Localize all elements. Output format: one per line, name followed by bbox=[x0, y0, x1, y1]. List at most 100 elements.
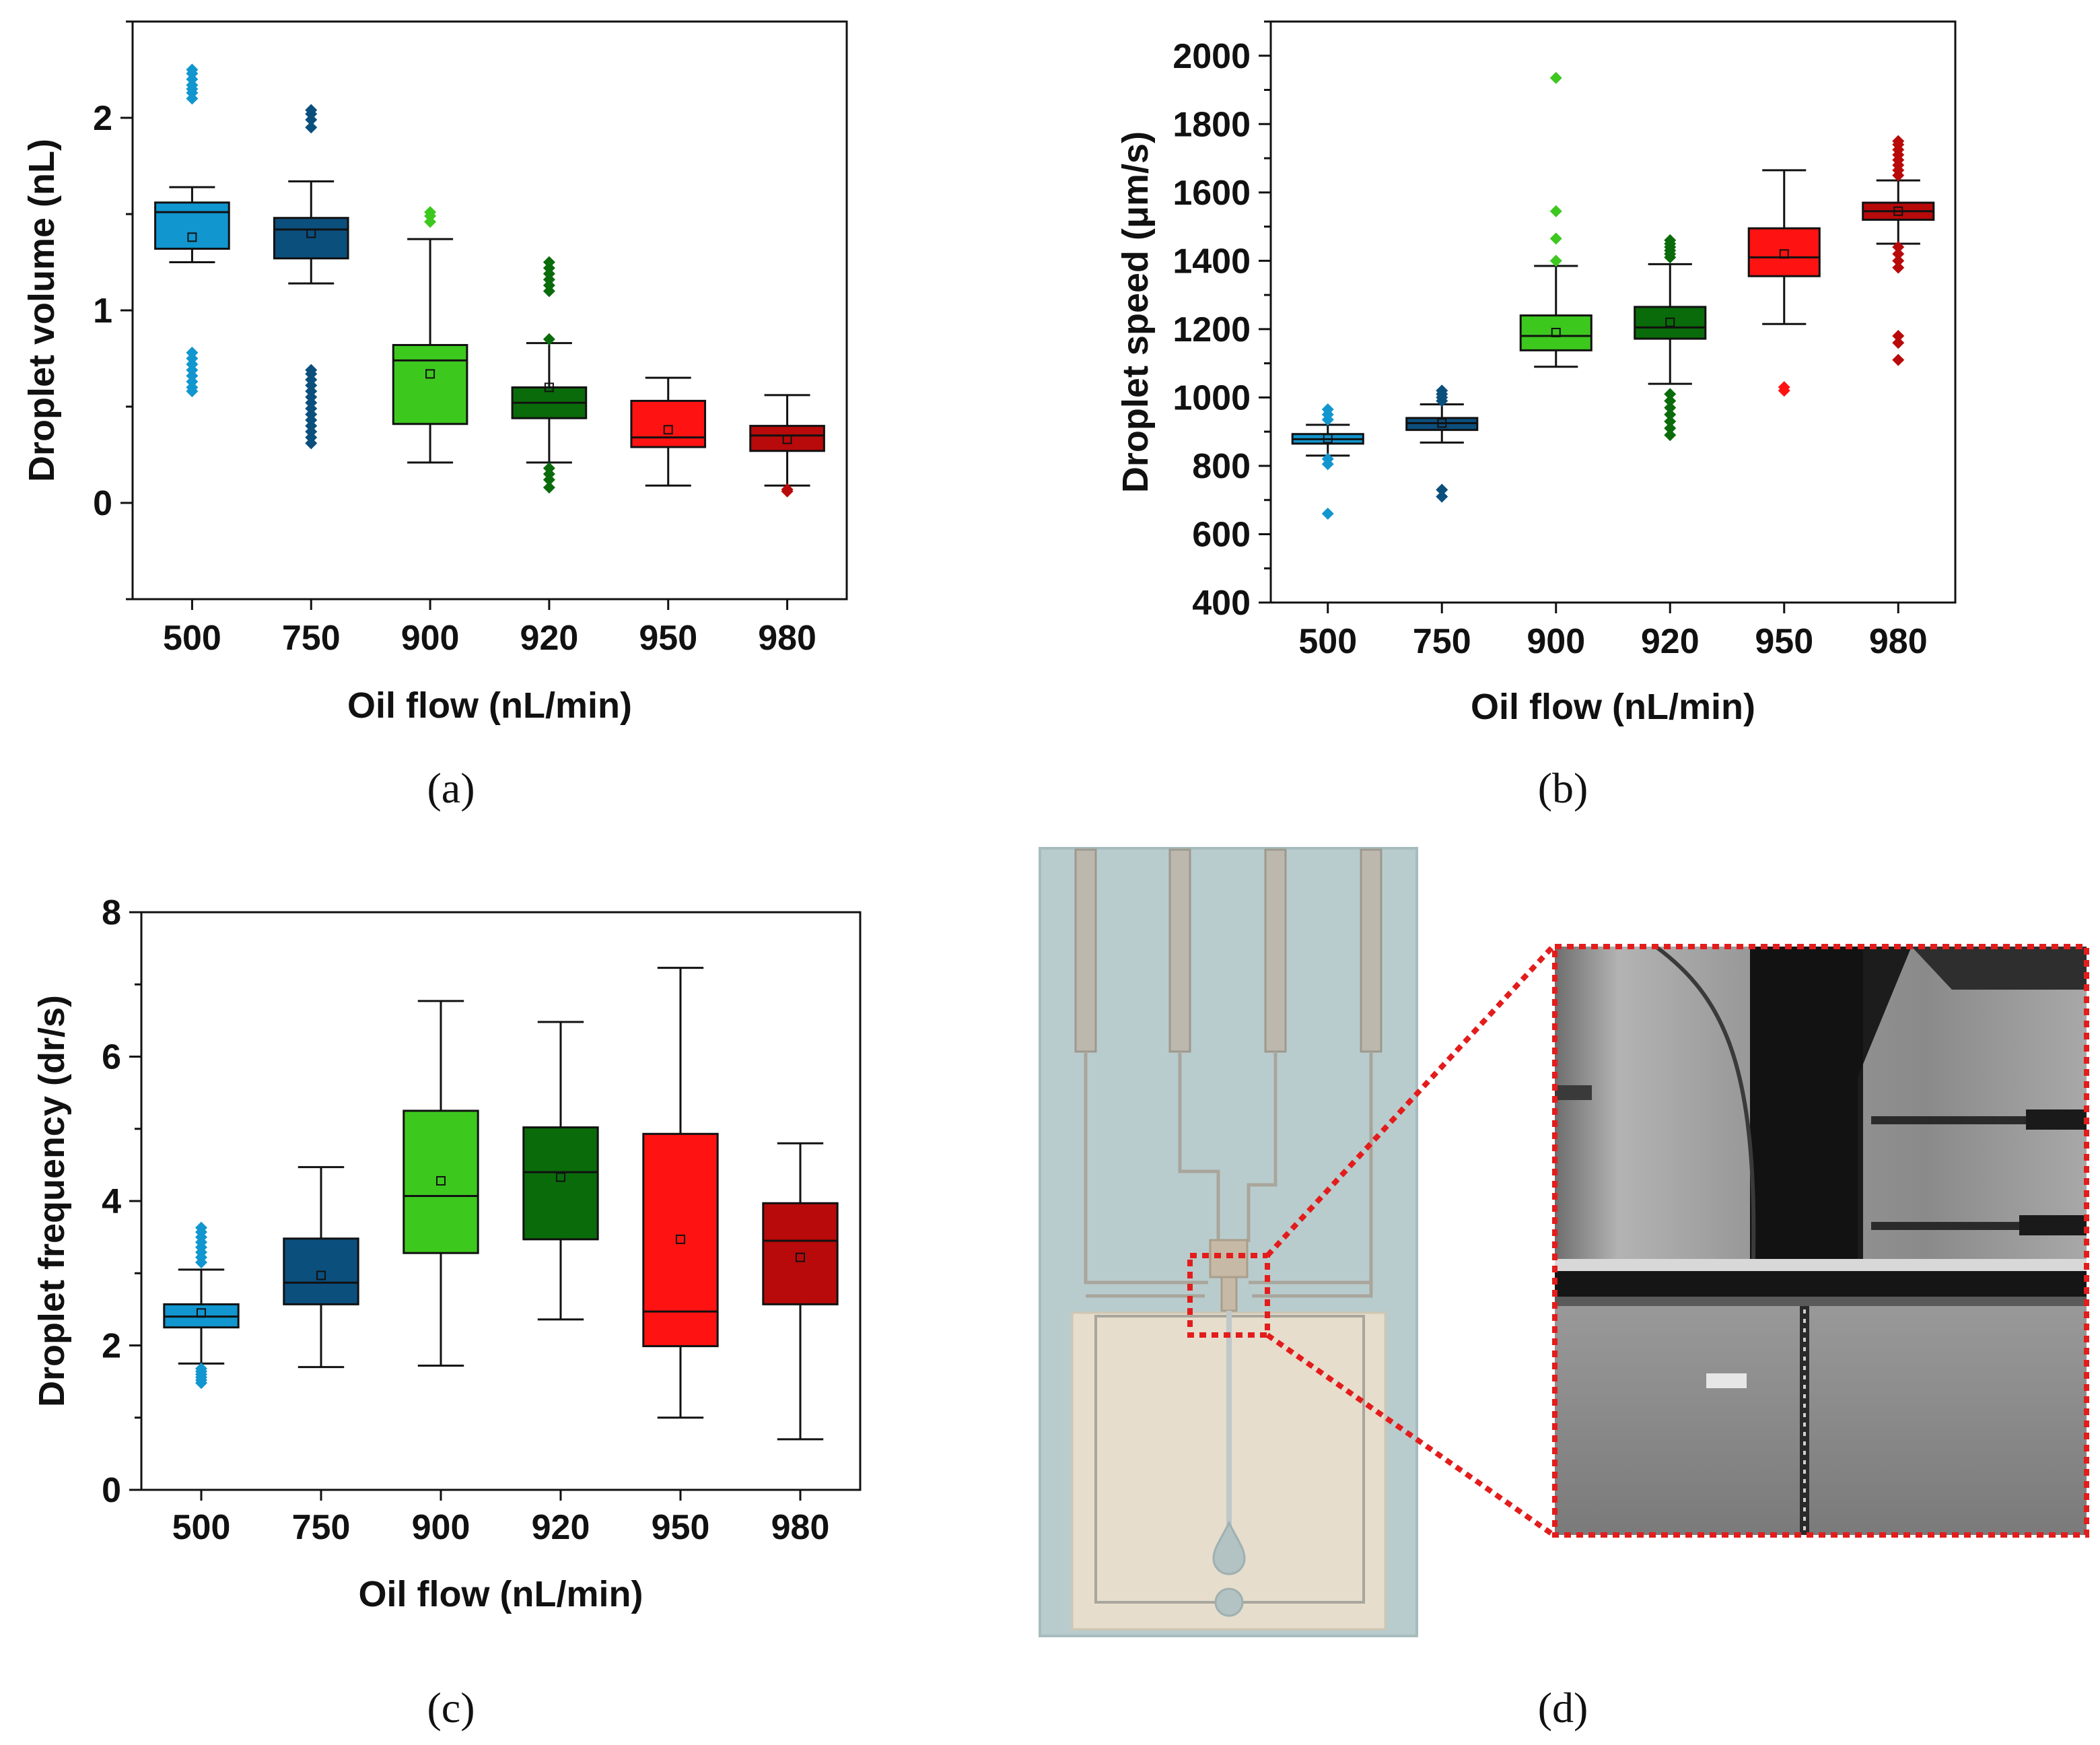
mean-marker bbox=[544, 382, 554, 392]
x-tick-label: 750 bbox=[1413, 622, 1471, 661]
box-900 bbox=[403, 1000, 479, 1367]
x-tick-label: 980 bbox=[758, 619, 816, 658]
x-tick-label: 500 bbox=[163, 619, 221, 658]
plot-frame bbox=[1269, 20, 1957, 604]
mean-marker bbox=[1437, 418, 1447, 428]
outlier-point bbox=[195, 1221, 207, 1234]
x-tick-label: 920 bbox=[1641, 622, 1700, 661]
outlier-point bbox=[1892, 353, 1905, 366]
chart-droplet-frequency: 0 2 4 6 8 500 750 900 920 950 980 Oil flow (nL/min)… bbox=[32, 893, 862, 1614]
mean-marker bbox=[1323, 434, 1333, 444]
x-axis-label: Oil flow (nL/min) bbox=[1471, 687, 1755, 727]
photo-channel bbox=[1555, 1271, 2087, 1297]
outlier-point bbox=[186, 63, 199, 76]
y-tick-label: 8 bbox=[102, 893, 121, 932]
electrode-pad-3 bbox=[1264, 848, 1287, 1053]
microfluidic-chip-schematic bbox=[1039, 847, 1418, 1637]
x-tick-label: 950 bbox=[652, 1508, 710, 1547]
photo-electrode-right-2-tip bbox=[2019, 1215, 2087, 1235]
microscope-photo bbox=[1552, 944, 2089, 1538]
mean-marker bbox=[197, 1308, 206, 1318]
panel-label-d: (d) bbox=[1538, 1684, 1588, 1732]
box-920 bbox=[511, 256, 588, 494]
junction-neck bbox=[1220, 1276, 1238, 1312]
outlier-point bbox=[1321, 452, 1334, 465]
photo-lower-region bbox=[1555, 1282, 2087, 1535]
y-axis-label: Droplet speed (μm/s) bbox=[1115, 131, 1156, 493]
panel-label-a: (a) bbox=[427, 764, 475, 812]
droplet-reservoir bbox=[1212, 1520, 1246, 1575]
box-920 bbox=[522, 1021, 599, 1321]
outlier-point bbox=[1664, 395, 1677, 407]
box-500 bbox=[163, 1221, 240, 1390]
electrode-pad-4 bbox=[1360, 848, 1382, 1053]
iqr-box bbox=[630, 399, 707, 448]
panel-label-b: (b) bbox=[1538, 764, 1588, 812]
y-tick-label: 1 bbox=[93, 292, 112, 331]
x-tick-label: 950 bbox=[1755, 622, 1813, 661]
x-tick-label: 750 bbox=[282, 619, 341, 658]
box-900 bbox=[392, 206, 468, 464]
zoom-callout bbox=[1187, 944, 1555, 1538]
outlier-point bbox=[1321, 508, 1334, 520]
outlier-point bbox=[542, 462, 555, 475]
box-900 bbox=[1519, 71, 1593, 368]
iqr-box bbox=[403, 1109, 479, 1254]
iqr-box bbox=[392, 343, 468, 425]
mean-marker bbox=[676, 1234, 685, 1244]
x-tick-label: 900 bbox=[412, 1508, 470, 1547]
outlier-point bbox=[305, 121, 318, 134]
iqr-box bbox=[1747, 227, 1821, 277]
box-980 bbox=[762, 1142, 839, 1441]
outlier-point bbox=[195, 1362, 207, 1375]
outlier-point bbox=[1549, 71, 1562, 84]
x-tick-label: 500 bbox=[1298, 622, 1357, 661]
mean-marker bbox=[425, 369, 435, 379]
electrode-pad-2 bbox=[1168, 848, 1191, 1053]
outlier-point bbox=[305, 104, 318, 116]
y-axis-label: Droplet volume (nL) bbox=[22, 139, 62, 482]
y-tick-label: 1800 bbox=[1172, 105, 1251, 144]
outlier-point bbox=[1892, 248, 1905, 261]
y-tick-label: 600 bbox=[1192, 515, 1251, 554]
photo-channel-bottom bbox=[1555, 1297, 2087, 1306]
mean-marker bbox=[316, 1270, 326, 1280]
outlier-point bbox=[542, 333, 555, 345]
outlier-point bbox=[305, 364, 318, 376]
box-920 bbox=[1634, 234, 1707, 442]
y-tick-label: 2 bbox=[93, 99, 112, 138]
y-axis-label: Droplet frequency (dr/s) bbox=[32, 995, 72, 1407]
outlier-point bbox=[1892, 337, 1905, 349]
photo-outlet-channel bbox=[1800, 1306, 1809, 1535]
mean-marker bbox=[1551, 327, 1561, 337]
x-tick-label: 500 bbox=[172, 1508, 231, 1547]
plot-frame bbox=[131, 20, 848, 601]
outlier-point bbox=[1664, 429, 1677, 442]
box-750 bbox=[273, 104, 349, 450]
zoom-connector-bottom bbox=[1265, 1332, 1555, 1538]
outlier-point bbox=[1664, 401, 1677, 414]
outlier-point bbox=[542, 256, 555, 269]
box-750 bbox=[1405, 384, 1479, 503]
box-750 bbox=[283, 1166, 359, 1369]
mean-marker bbox=[663, 425, 673, 435]
box-980 bbox=[1862, 135, 1935, 366]
outlier-point bbox=[1664, 408, 1677, 421]
x-axis-label: Oil flow (nL/min) bbox=[359, 1574, 643, 1614]
outlier-point bbox=[1892, 241, 1905, 254]
x-tick-label: 900 bbox=[401, 619, 460, 658]
mean-marker bbox=[436, 1175, 446, 1186]
x-tick-label: 950 bbox=[639, 619, 697, 658]
x-tick-label: 980 bbox=[771, 1508, 830, 1547]
box-500 bbox=[154, 63, 230, 398]
outlier-point bbox=[1436, 384, 1448, 397]
outlier-point bbox=[424, 206, 437, 219]
outlier-point bbox=[1321, 403, 1334, 416]
electrode-pad-1 bbox=[1074, 848, 1097, 1053]
mean-marker bbox=[1779, 249, 1789, 259]
mean-marker bbox=[1893, 206, 1903, 216]
outlier-point bbox=[1436, 490, 1448, 503]
junction-block bbox=[1209, 1239, 1249, 1278]
mean-marker bbox=[306, 228, 316, 238]
y-tick-label: 800 bbox=[1192, 447, 1251, 486]
